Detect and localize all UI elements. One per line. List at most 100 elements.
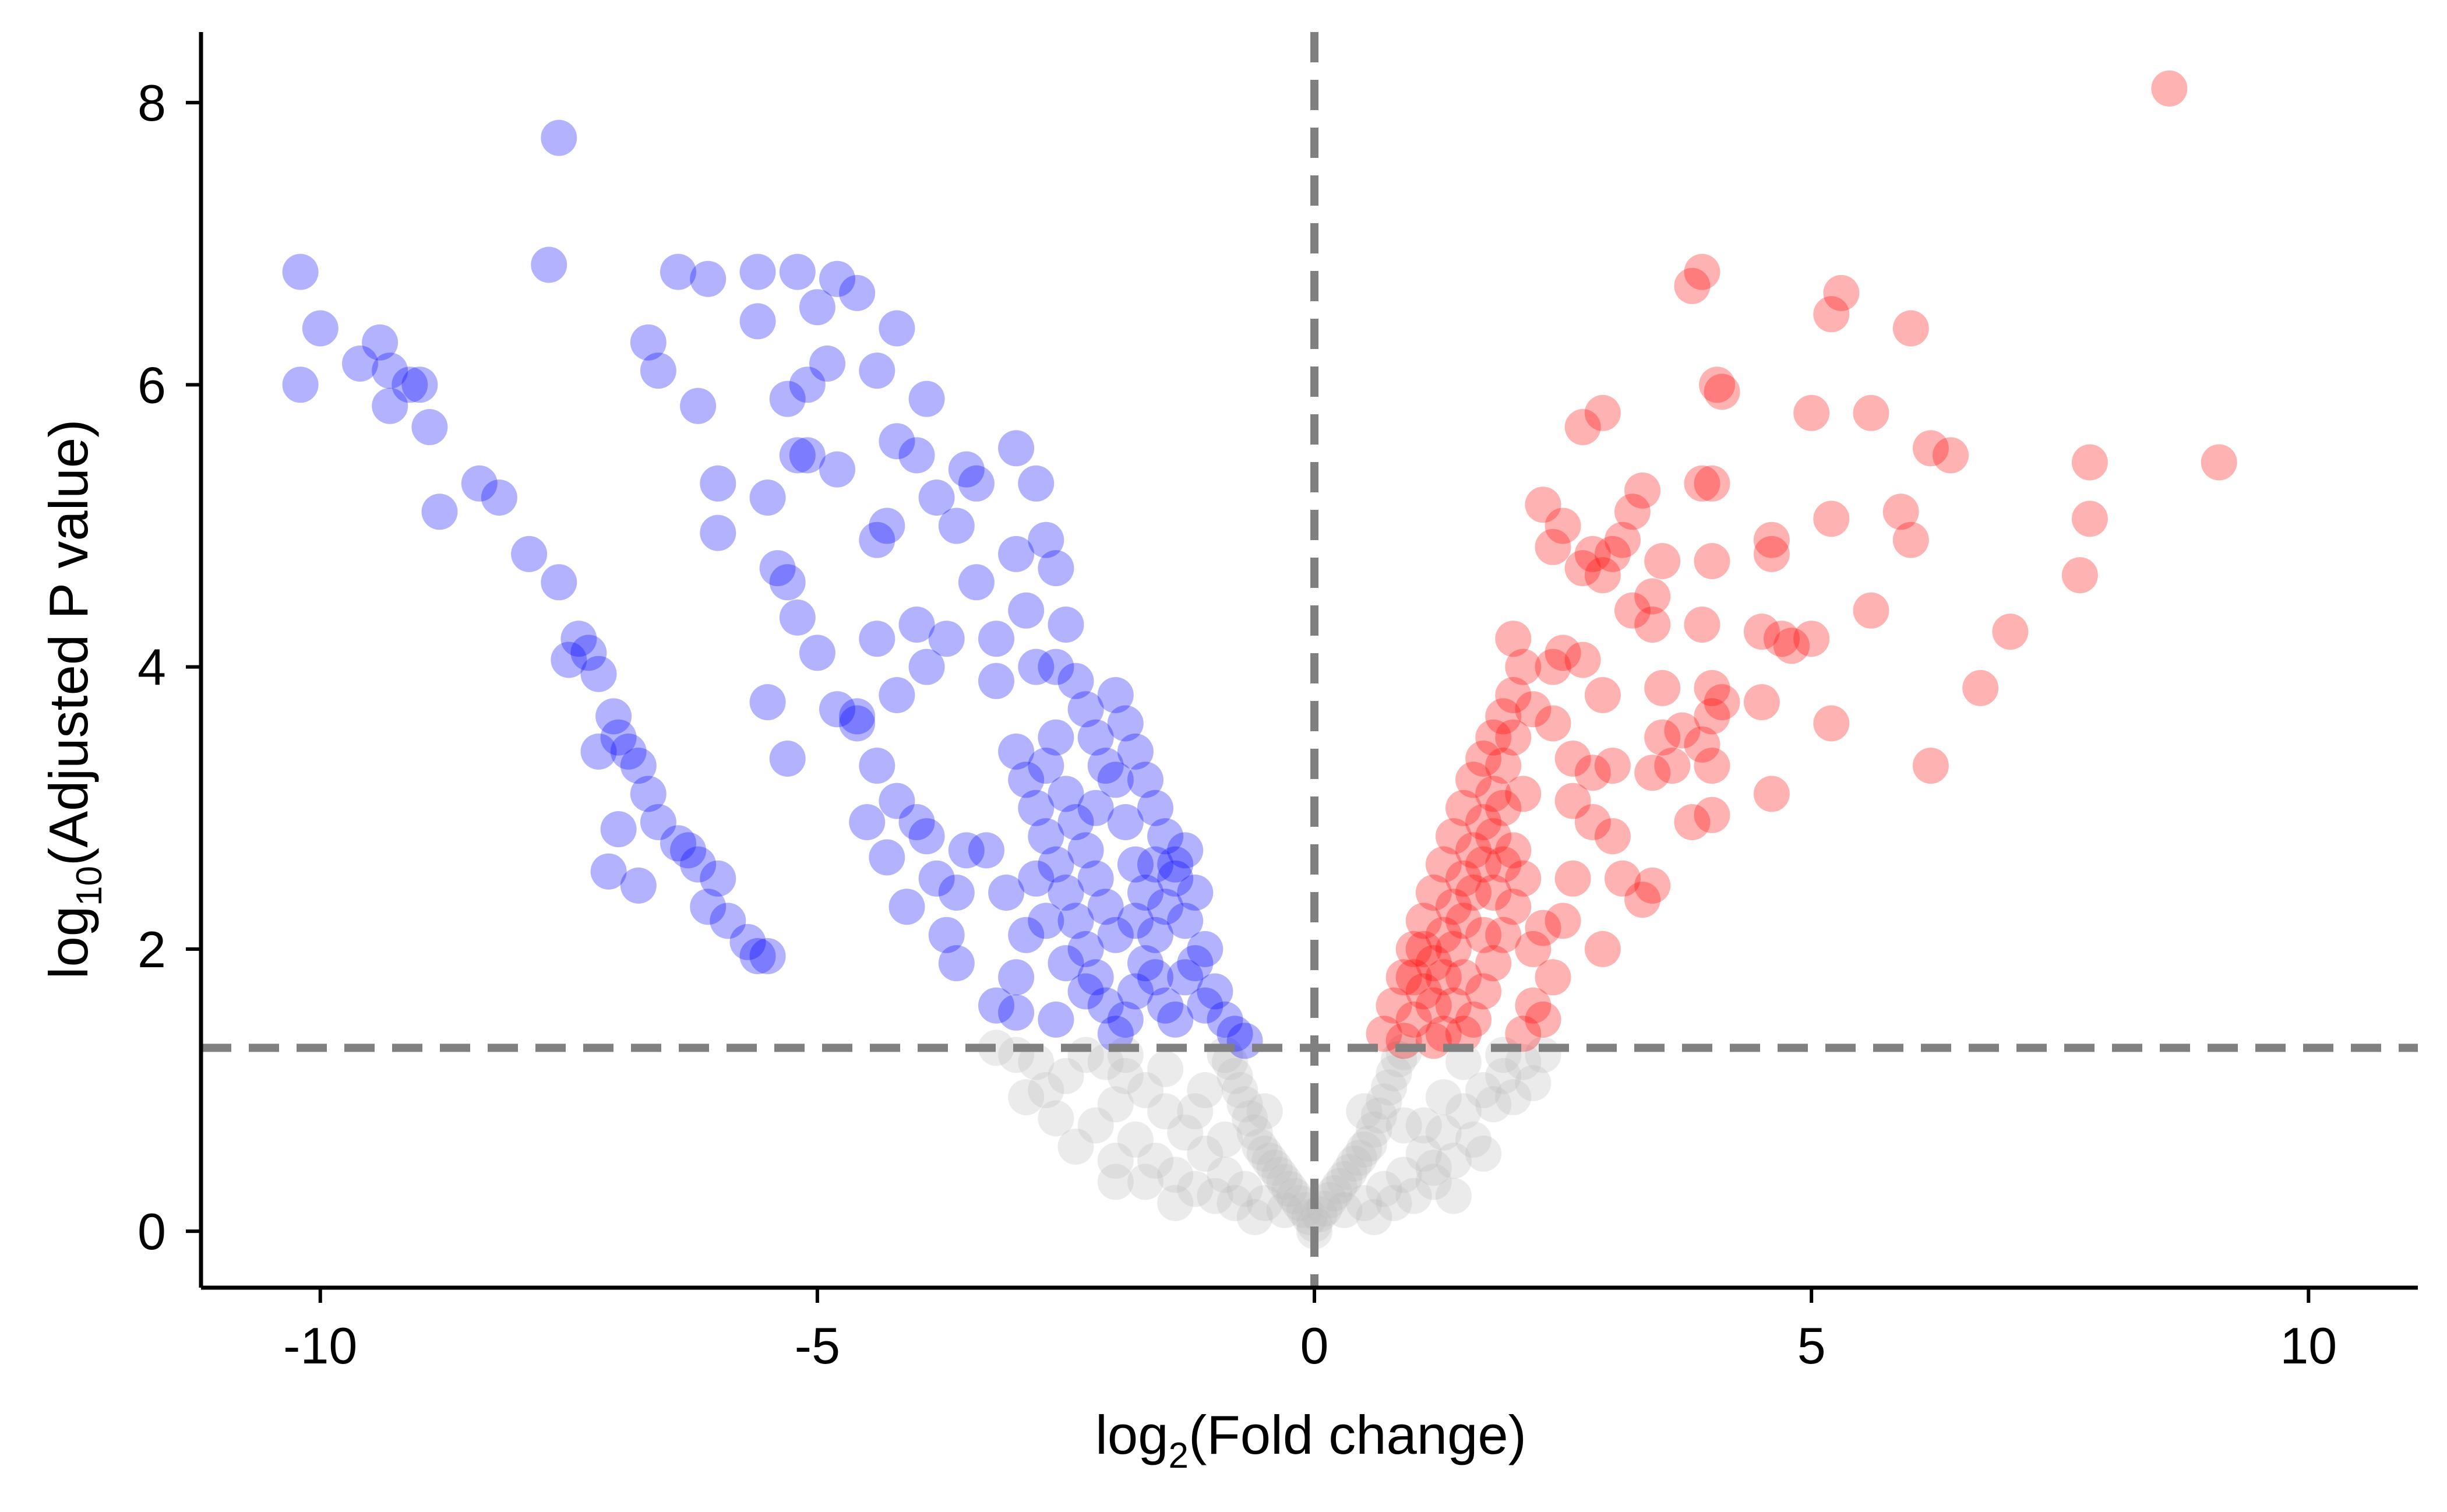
ns-point [1261, 1157, 1298, 1193]
up-point [1594, 818, 1631, 855]
up-point [1485, 748, 1522, 784]
up-point [1624, 472, 1661, 509]
up-point [1694, 748, 1730, 784]
down-point [908, 818, 945, 855]
ns-point [1376, 1055, 1412, 1091]
up-point [1545, 507, 1581, 544]
down-point [302, 310, 339, 347]
down-point [1097, 762, 1134, 798]
down-point [1097, 917, 1134, 953]
up-point [1654, 748, 1691, 784]
down-point [799, 635, 835, 671]
down-point [998, 535, 1035, 572]
down-point [879, 423, 915, 460]
up-point [1435, 818, 1472, 855]
up-point [1455, 875, 1492, 911]
down-point [779, 599, 816, 636]
ns-point [1356, 1199, 1392, 1235]
down-point [839, 705, 876, 742]
down-point [938, 945, 975, 982]
ns-point [1018, 1044, 1055, 1080]
up-point [1704, 684, 1740, 721]
up-point [2061, 557, 2098, 594]
ns-point [1266, 1192, 1303, 1228]
up-point [1743, 614, 1780, 650]
down-point [1057, 804, 1094, 840]
ns-point [1217, 1058, 1253, 1094]
ns-point [1296, 1206, 1332, 1242]
down-point [789, 437, 826, 474]
down-point [690, 889, 727, 925]
up-point [1445, 1016, 1482, 1052]
down-point [1157, 846, 1194, 883]
up-point [1505, 860, 1542, 897]
up-point [1525, 1001, 1561, 1038]
up-point [1525, 910, 1561, 946]
ns-point [1246, 1136, 1283, 1172]
up-point [1564, 550, 1601, 587]
down-point [580, 733, 617, 770]
down-point [1117, 973, 1154, 1010]
down-point [839, 698, 876, 735]
ns-point [1147, 1051, 1184, 1087]
up-point [1535, 648, 1571, 685]
down-point [1038, 1001, 1074, 1038]
up-point [1773, 628, 1810, 664]
down-point [898, 437, 935, 474]
up-point [1624, 882, 1661, 918]
down-point [1187, 987, 1224, 1024]
up-point [1455, 1001, 1492, 1038]
up-point [1495, 889, 1532, 925]
down-point [1167, 832, 1204, 869]
ns-point [1226, 1171, 1263, 1207]
up-point [1465, 973, 1502, 1010]
up-point [1634, 607, 1671, 643]
up-point [2071, 444, 2108, 481]
ns-point [1251, 1143, 1288, 1179]
up-point [1614, 494, 1651, 530]
down-point [859, 353, 895, 389]
down-point [590, 853, 627, 890]
ns-point [1212, 1044, 1248, 1080]
down-point [1048, 776, 1084, 812]
ns-point [1147, 1093, 1184, 1130]
down-point [859, 621, 895, 657]
down-point [1018, 648, 1055, 685]
ns-point [1232, 1100, 1268, 1137]
up-point [1764, 621, 1800, 657]
ns-point [1405, 1107, 1442, 1144]
down-point [700, 465, 736, 502]
up-point [1485, 846, 1522, 883]
up-point [1882, 494, 1919, 530]
down-point [1157, 860, 1194, 897]
down-point [660, 825, 696, 862]
up-point [1584, 931, 1621, 967]
up-point [1813, 705, 1850, 742]
down-point [978, 621, 1014, 657]
ns-point [1197, 1178, 1233, 1214]
ns-point [1435, 1178, 1472, 1214]
up-point [1395, 931, 1432, 967]
ns-point [1326, 1192, 1363, 1228]
up-point [1435, 987, 1472, 1024]
ns-point [1366, 1171, 1402, 1207]
up-point [1465, 846, 1502, 883]
ns-point [1415, 1164, 1452, 1200]
down-point [859, 748, 895, 784]
ns-point [1331, 1154, 1367, 1190]
down-point [998, 994, 1035, 1031]
down-point [1167, 903, 1204, 939]
down-point [660, 253, 696, 290]
down-point [799, 289, 835, 326]
down-point [988, 875, 1025, 911]
up-point [1485, 698, 1522, 735]
up-point [1753, 776, 1790, 812]
down-point [1028, 521, 1064, 558]
ns-point [1435, 1143, 1472, 1179]
down-point [819, 451, 855, 488]
down-point [392, 366, 428, 403]
down-point [789, 366, 826, 403]
ns-point [1097, 1164, 1134, 1200]
up-point [1634, 867, 1671, 904]
